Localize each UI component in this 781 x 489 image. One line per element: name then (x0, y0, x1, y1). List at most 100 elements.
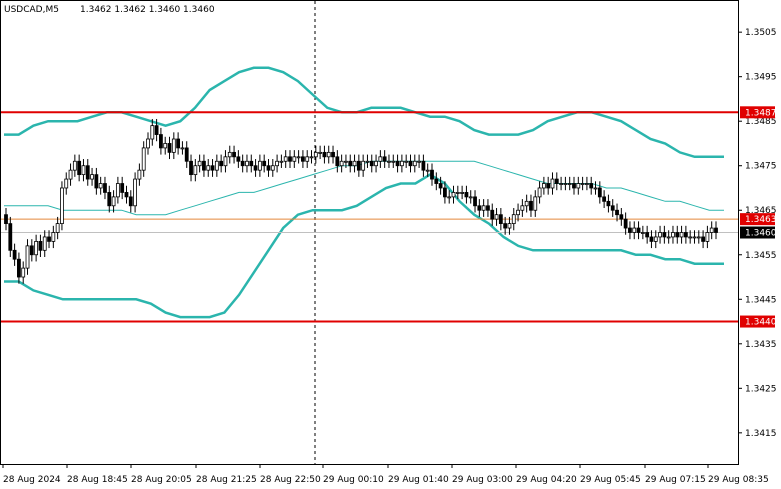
candle-body (628, 227, 632, 233)
candle-body (296, 156, 301, 159)
candle-body (227, 151, 232, 158)
x-tick-label: 29 Aug 04:20 (516, 475, 577, 485)
candle-body (262, 160, 267, 167)
x-tick-label: 29 Aug 08:35 (708, 475, 769, 485)
candle-body (662, 232, 667, 238)
candle-body (640, 232, 645, 234)
candle-body (55, 223, 60, 233)
candle-body (17, 258, 21, 278)
candle-body (318, 151, 323, 154)
candle-body (159, 134, 163, 149)
candle-body (438, 183, 443, 189)
candle-body (524, 200, 529, 207)
candle-body (709, 227, 714, 233)
x-tick-label: 29 Aug 01:40 (388, 475, 449, 485)
candle-body (64, 178, 69, 189)
candle-body (245, 160, 249, 167)
candle-body (498, 214, 503, 224)
price-label-2: 1.3463 (745, 215, 777, 225)
y-tick-label: 1.3495 (745, 73, 777, 83)
candle-body (537, 187, 542, 198)
candle-body (576, 183, 581, 189)
price-labels: 1.3487 1.3440 1.3463 1.3460 (740, 106, 777, 328)
candle-body (141, 147, 146, 171)
candle-body (60, 187, 64, 224)
candle-body (671, 232, 675, 238)
candle-body (51, 232, 56, 242)
candle-body (107, 192, 112, 207)
candle-body (29, 245, 34, 256)
candle-body (589, 183, 594, 189)
candle-body (451, 192, 456, 198)
candle-body (348, 160, 353, 167)
candle-body (619, 214, 624, 220)
candle-body (696, 236, 701, 239)
candle-body (253, 165, 258, 171)
candle-body (468, 196, 473, 199)
candle-body (180, 147, 185, 150)
candle-body (705, 232, 710, 242)
price-label-bg (740, 213, 775, 226)
candle-body (335, 156, 340, 167)
candle-body (645, 232, 650, 238)
y-tick-label: 1.3505 (745, 28, 777, 38)
candle-body (511, 214, 516, 224)
candle-body (387, 160, 391, 163)
candle-body (184, 147, 189, 162)
candle-body (701, 236, 705, 242)
candle-body (615, 209, 619, 216)
candle-body (219, 160, 224, 167)
candle-body (399, 160, 404, 167)
x-tick-label: 28 Aug 21:25 (196, 475, 257, 485)
candle-body (688, 236, 693, 239)
candle-body (425, 169, 430, 172)
candle-body (279, 160, 284, 163)
candle-body (649, 236, 654, 242)
candle-body (494, 214, 499, 220)
y-tick-label: 1.3445 (745, 295, 777, 305)
x-axis: 28 Aug 2024 28 Aug 18:45 28 Aug 20:05 28 Au… (2, 464, 769, 485)
candle-body (90, 174, 94, 180)
candle-body (206, 165, 211, 171)
candle-body (374, 160, 378, 167)
candle-body (214, 160, 219, 171)
candle-body (567, 183, 572, 185)
price-label-bg (740, 315, 775, 328)
price-label-3: 1.3460 (745, 229, 777, 239)
horizontal-levels[interactable] (1, 111, 738, 323)
candle-body (313, 151, 318, 158)
candle-body (150, 125, 155, 140)
candle-body (103, 183, 107, 193)
candle-body (344, 160, 348, 163)
candle-body (714, 227, 718, 233)
candle-body (115, 183, 120, 198)
candle-body (610, 205, 615, 211)
candle-body (193, 165, 198, 176)
candle-body (683, 232, 688, 238)
candle-body (352, 160, 357, 167)
candle-body (417, 160, 421, 163)
candle-body (171, 138, 176, 153)
candle-body (197, 160, 202, 167)
candle-body (12, 249, 17, 260)
candle-body (266, 165, 271, 171)
candle-body (68, 169, 73, 180)
candle-body (636, 227, 641, 233)
candle-body (585, 183, 589, 185)
candle-body (460, 192, 465, 194)
candle-body (503, 223, 508, 229)
candle-body (486, 205, 490, 211)
candle-body (223, 156, 228, 167)
candle-body (447, 196, 452, 199)
candle-body (516, 209, 520, 216)
candle-body (382, 156, 387, 162)
candle-body (4, 214, 8, 224)
candle-body (464, 192, 469, 198)
candle-body (481, 205, 486, 211)
candle-body (408, 160, 413, 167)
candle-body (455, 192, 460, 194)
candle-body (305, 156, 310, 162)
candle-body (21, 267, 26, 278)
candle-body (675, 232, 680, 238)
